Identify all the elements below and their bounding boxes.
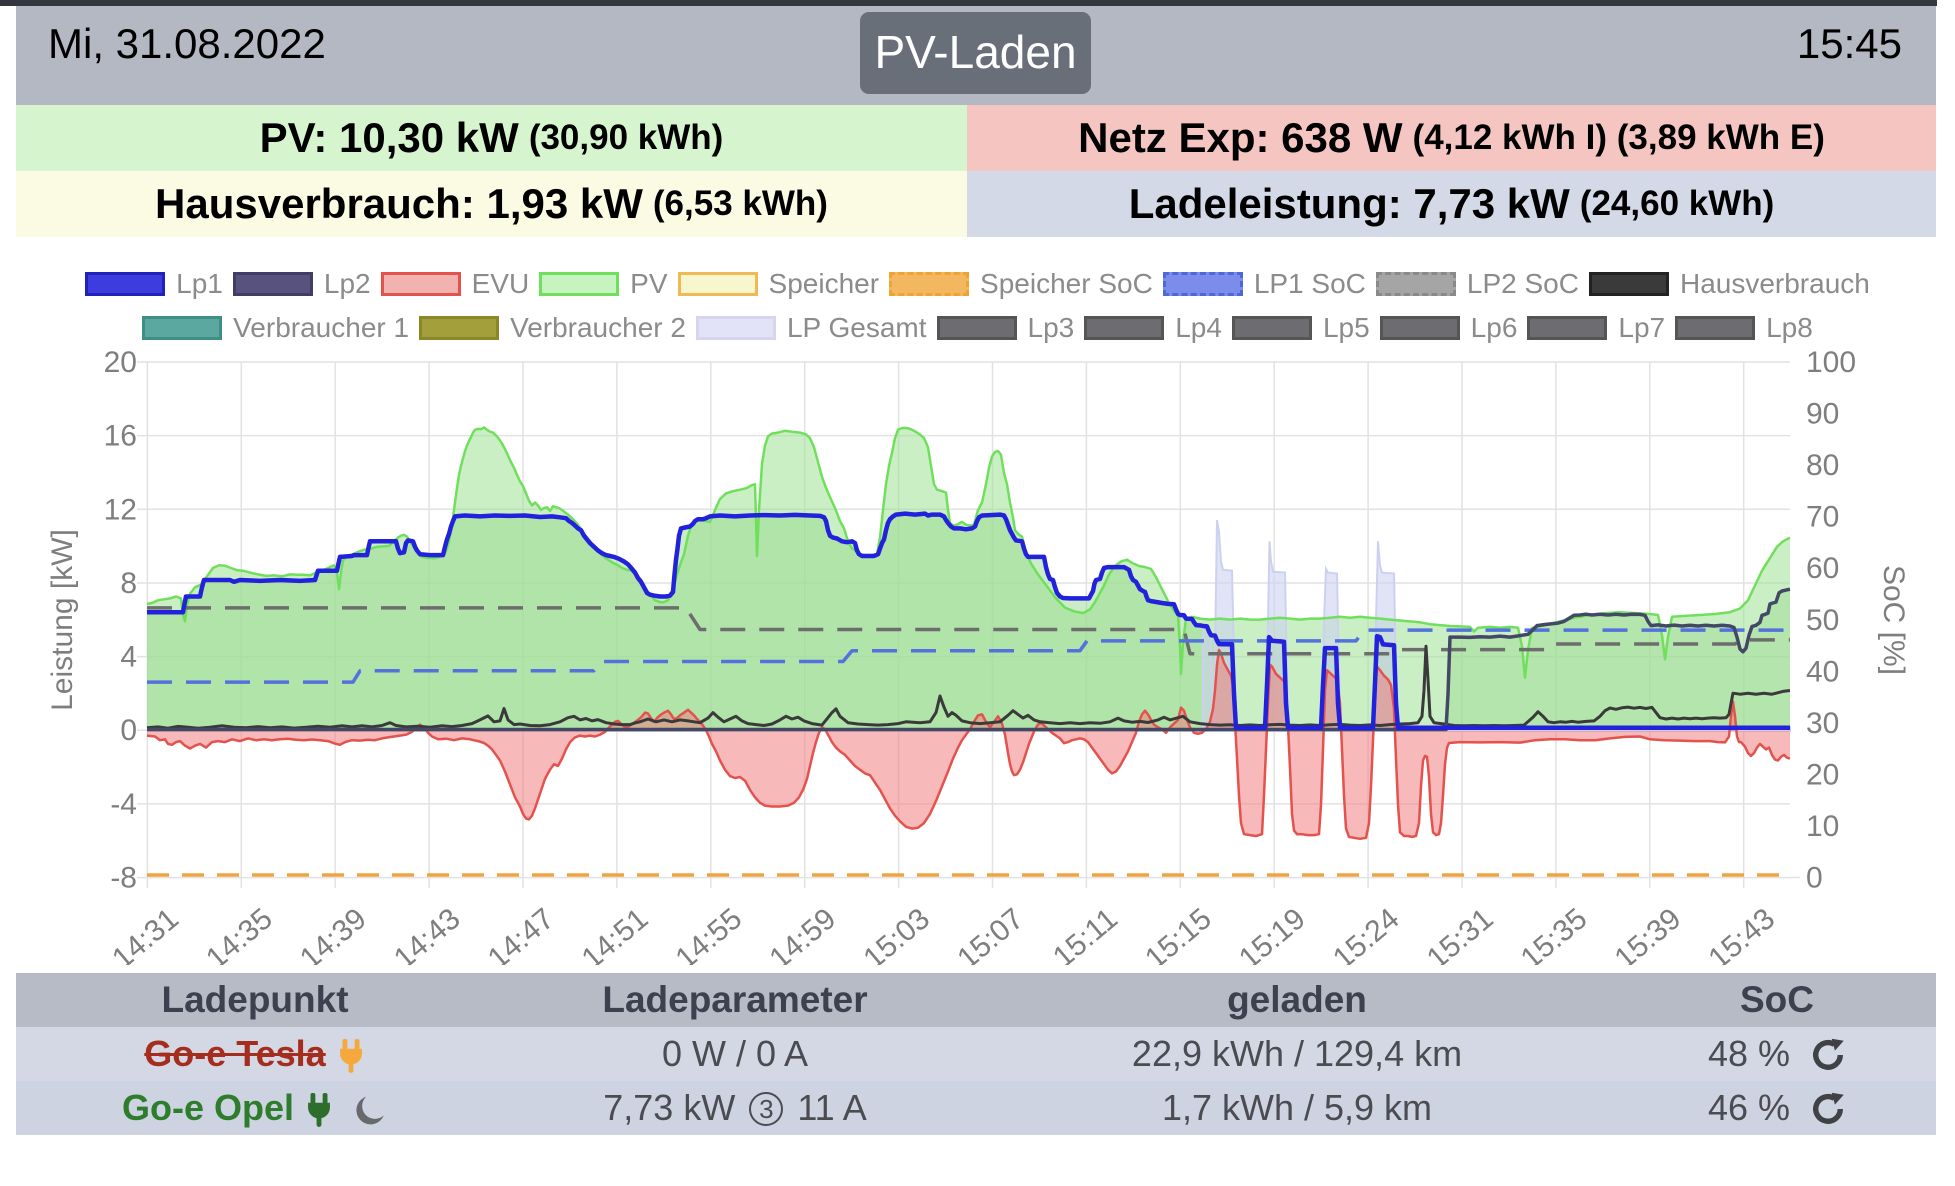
svg-text:50: 50 xyxy=(1806,604,1839,637)
svg-text:4: 4 xyxy=(120,641,137,674)
svg-text:30: 30 xyxy=(1806,707,1839,740)
svg-text:15:31: 15:31 xyxy=(1421,902,1500,965)
svg-text:10: 10 xyxy=(1806,810,1839,843)
svg-text:0: 0 xyxy=(120,714,137,747)
svg-text:80: 80 xyxy=(1806,449,1839,482)
svg-text:100: 100 xyxy=(1806,346,1856,379)
svg-text:40: 40 xyxy=(1806,655,1839,688)
svg-text:60: 60 xyxy=(1806,552,1839,585)
svg-text:15:15: 15:15 xyxy=(1139,902,1218,965)
svg-text:14:35: 14:35 xyxy=(200,902,279,965)
svg-text:15:07: 15:07 xyxy=(951,902,1030,965)
svg-text:8: 8 xyxy=(120,567,137,600)
svg-text:0: 0 xyxy=(1806,862,1823,895)
svg-text:20: 20 xyxy=(104,346,137,379)
svg-text:14:55: 14:55 xyxy=(670,902,749,965)
svg-text:15:19: 15:19 xyxy=(1233,902,1312,965)
svg-text:14:31: 14:31 xyxy=(106,902,185,965)
svg-text:14:39: 14:39 xyxy=(294,902,373,965)
svg-text:15:11: 15:11 xyxy=(1047,902,1124,965)
svg-text:Leistung [kW]: Leistung [kW] xyxy=(46,529,79,711)
svg-text:20: 20 xyxy=(1806,758,1839,791)
svg-text:15:24: 15:24 xyxy=(1327,902,1406,965)
svg-text:15:39: 15:39 xyxy=(1609,902,1688,965)
svg-text:15:43: 15:43 xyxy=(1702,902,1781,965)
svg-text:15:03: 15:03 xyxy=(857,902,936,965)
svg-text:16: 16 xyxy=(104,420,137,453)
svg-text:70: 70 xyxy=(1806,501,1839,534)
svg-text:15:35: 15:35 xyxy=(1515,902,1594,965)
svg-text:-8: -8 xyxy=(110,862,137,895)
svg-text:SoC [%]: SoC [%] xyxy=(1877,565,1910,675)
svg-text:14:43: 14:43 xyxy=(388,902,467,965)
svg-text:14:51: 14:51 xyxy=(576,902,655,965)
svg-text:14:47: 14:47 xyxy=(482,902,561,965)
svg-text:90: 90 xyxy=(1806,398,1839,431)
svg-text:12: 12 xyxy=(104,493,137,526)
svg-text:-4: -4 xyxy=(110,788,137,821)
svg-text:14:59: 14:59 xyxy=(763,902,842,965)
